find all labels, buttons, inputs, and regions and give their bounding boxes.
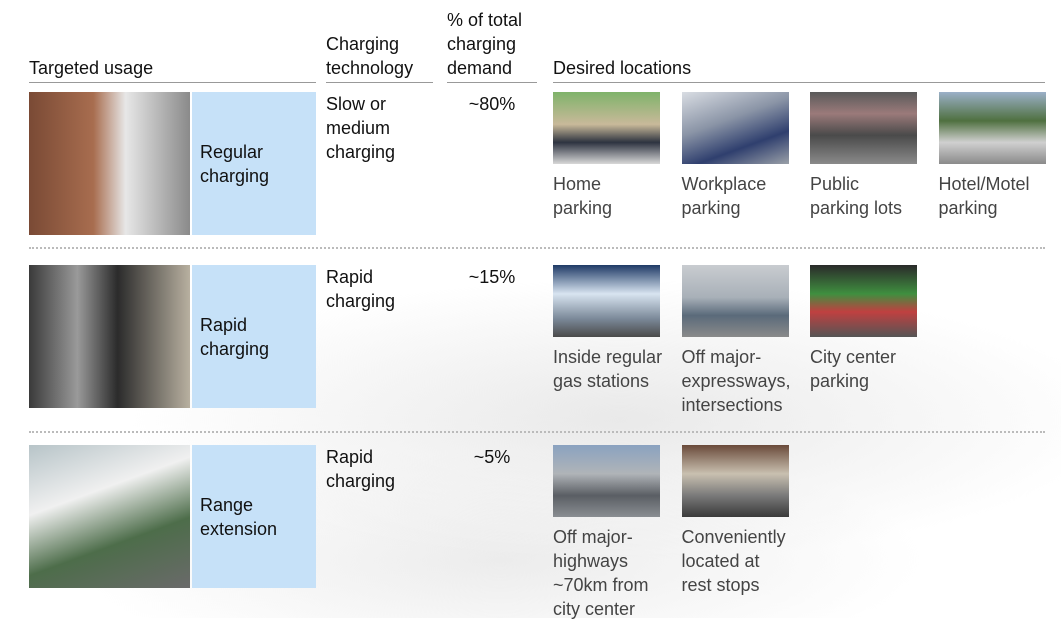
header-locations: Desired locations [553,56,691,80]
location-caption: Hotel/Motel parking [939,172,1061,220]
location-caption: City center parking [810,345,935,393]
location-caption: Public parking lots [810,172,935,220]
share: ~5% [447,445,537,469]
header-rule [447,82,537,83]
technology: Rapid charging [326,265,395,313]
header-rule [553,82,1045,83]
technology: Slow or medium charging [326,92,395,164]
location-caption: Inside regular gas stations [553,345,678,393]
usage-photo [29,92,190,235]
header-rule [29,82,316,83]
location-caption: Workplace parking [682,172,807,220]
header-rule [326,82,433,83]
usage-label: Rapid charging [192,265,316,408]
usage-label: Regular charging [192,92,316,235]
row-separator [29,431,1045,433]
usage-photo [29,265,190,408]
location-photo [682,92,789,164]
row-separator [29,247,1045,249]
share: ~80% [447,92,537,116]
location-caption: Conveniently located at rest stops [682,525,807,597]
location-photo [682,445,789,517]
header-share: % of total charging demand [447,8,522,80]
header-usage: Targeted usage [29,56,153,80]
location-photo [682,265,789,337]
technology: Rapid charging [326,445,395,493]
location-photo [810,265,917,337]
location-caption: Off major- highways ~70km from city cent… [553,525,678,621]
usage-label: Range extension [192,445,316,588]
location-photo [810,92,917,164]
location-photo [553,445,660,517]
location-caption: Off major- expressways, intersections [682,345,807,417]
location-photo [939,92,1046,164]
share: ~15% [447,265,537,289]
location-photo [553,92,660,164]
header-technology: Charging technology [326,32,413,80]
usage-photo [29,445,190,588]
location-caption: Home parking [553,172,678,220]
location-photo [553,265,660,337]
